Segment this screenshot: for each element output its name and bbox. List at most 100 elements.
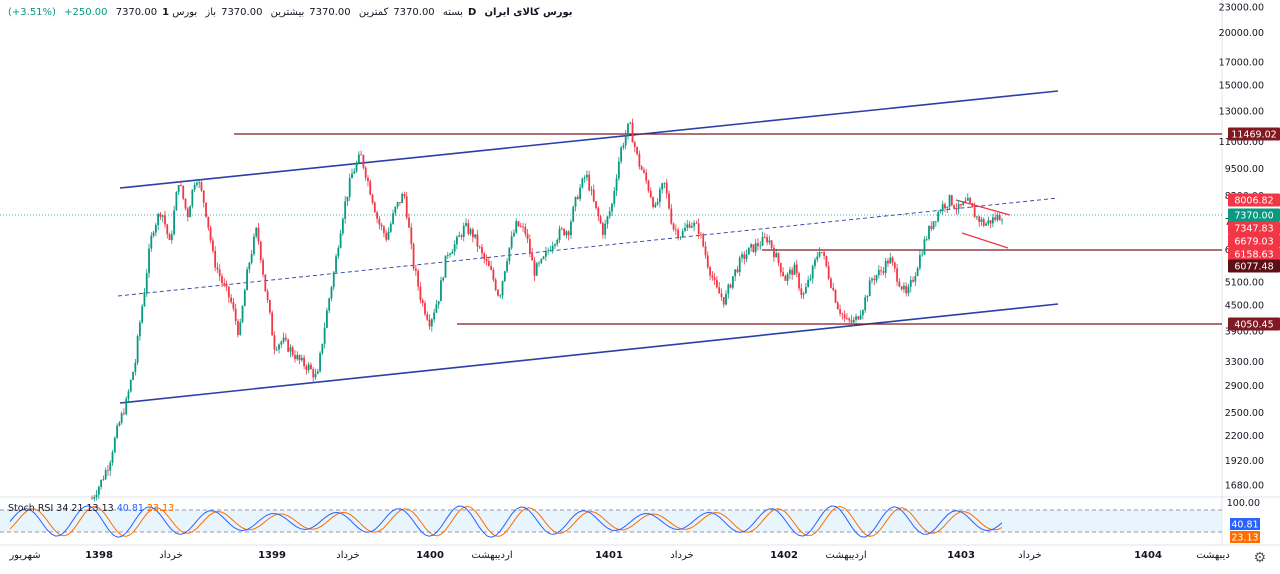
candle [987, 216, 990, 227]
candle [900, 285, 903, 291]
candle-body [871, 278, 873, 281]
candle-body [428, 319, 431, 327]
candle [599, 214, 602, 224]
candle [494, 277, 497, 292]
candle-body [768, 240, 771, 243]
candle [408, 213, 410, 229]
candle [928, 225, 930, 241]
candle-body [722, 297, 725, 305]
candle [118, 420, 121, 427]
candle [554, 243, 556, 250]
candle [303, 354, 306, 370]
candle [588, 170, 591, 192]
channel-lower-line [119, 303, 1059, 404]
candle [458, 231, 461, 237]
candle [711, 271, 714, 281]
candle [861, 309, 864, 320]
candle-body [535, 263, 538, 276]
y-tick-label: 17000.00 [1219, 58, 1264, 69]
candle-body [574, 196, 577, 207]
candle [661, 182, 664, 194]
candle-body [779, 263, 782, 273]
candle-body [170, 234, 173, 241]
candle [125, 396, 128, 416]
candle-body [314, 373, 317, 378]
candle [684, 222, 686, 232]
x-tick-label: خرداد [159, 550, 182, 561]
candle [145, 269, 148, 297]
candle-body [795, 264, 798, 274]
candle [953, 204, 956, 210]
candle [622, 142, 625, 150]
stoch-d-badge: 23.13 [1230, 531, 1260, 544]
candle-body [652, 197, 654, 208]
candle-body [1001, 220, 1003, 221]
candle [991, 213, 994, 228]
candle [460, 233, 463, 240]
candle-body [373, 202, 376, 213]
candle-body [743, 254, 746, 259]
candle-body [820, 251, 823, 253]
price-badge: 7347.83 [1228, 221, 1280, 235]
candle [670, 203, 673, 225]
candle-body [362, 155, 365, 168]
candle-body [305, 366, 308, 370]
candle [722, 297, 725, 308]
indicator-name: Stoch RSI [8, 503, 54, 514]
price-badge-label: 7347.83 [1234, 224, 1273, 235]
candle [946, 206, 949, 214]
candle-body [798, 273, 800, 289]
candle-body [129, 379, 132, 392]
candle-body [243, 290, 246, 307]
candle-body [419, 286, 422, 301]
candle-body [136, 336, 139, 363]
candle-body [474, 234, 477, 238]
candle [193, 182, 196, 192]
candle-body [827, 266, 830, 279]
candle [768, 235, 771, 245]
candle-body [912, 279, 914, 282]
candle-body [554, 244, 556, 246]
interval-label[interactable]: 1D [162, 7, 477, 18]
candle [836, 300, 839, 310]
candle [877, 264, 880, 279]
candle [624, 130, 627, 150]
candle [510, 231, 513, 250]
candle [570, 219, 572, 239]
candle-body [716, 280, 718, 288]
candle [898, 278, 901, 288]
candle [289, 344, 292, 358]
candle [980, 216, 983, 227]
stoch-rsi-legend[interactable]: Stoch RSI 34 21 13 13 40.81 23.13 [8, 503, 174, 514]
candle-body [346, 196, 349, 202]
candle [503, 270, 506, 282]
candle [202, 190, 205, 208]
candle-body [645, 172, 648, 181]
candle [248, 261, 251, 274]
candle [159, 211, 162, 221]
price-badge-bg [1228, 127, 1280, 141]
candle [864, 294, 867, 314]
settings-gear-icon[interactable]: ⚙ [1253, 550, 1266, 566]
candle-body [91, 498, 93, 500]
candle-body [697, 223, 700, 235]
candle-body [310, 364, 312, 370]
candle [866, 295, 869, 302]
candle-body [513, 232, 515, 237]
candle-body [211, 240, 214, 251]
candle [385, 229, 388, 243]
symbol-name[interactable]: بورس کالای ایران [484, 7, 573, 18]
candle [846, 313, 848, 320]
candle-body [497, 289, 499, 296]
candle-body [921, 254, 924, 256]
candle [873, 274, 876, 286]
candle [182, 185, 185, 201]
candle-body [836, 302, 839, 310]
candle-body [649, 190, 652, 198]
candle [421, 298, 424, 307]
candle-body [344, 201, 347, 219]
candle-body [581, 178, 584, 188]
candle [444, 255, 447, 278]
